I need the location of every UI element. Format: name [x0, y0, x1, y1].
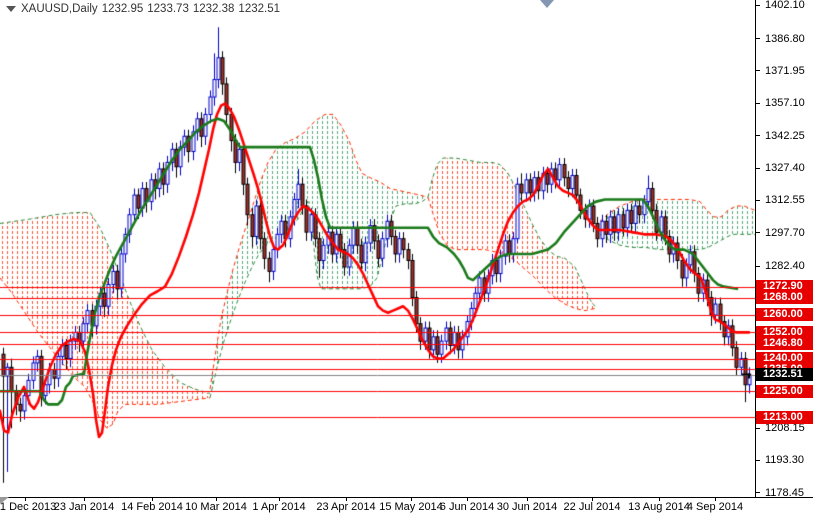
date-tick-mark: [84, 498, 85, 501]
date-tick-mark: [216, 498, 217, 501]
date-tick-mark: [527, 498, 528, 501]
price-tick-label: 1208.15: [765, 422, 805, 434]
price-axis[interactable]: 1402.10 1386.80 1371.95 1357.10 1342.25 1327.…: [755, 0, 813, 499]
price-tick-label: 1282.40: [765, 260, 805, 273]
level-price-badge[interactable]: 1246.80: [756, 337, 813, 351]
price-tick-mark: [756, 135, 760, 137]
level-price-badge[interactable]: 1225.00: [756, 384, 813, 398]
ohlc-low: 1232.38: [192, 3, 235, 15]
price-tick-label: 1371.95: [765, 64, 805, 77]
level-price-badge[interactable]: 1260.00: [756, 308, 813, 322]
price-tick-label: 1386.80: [765, 32, 805, 45]
chart-ohlc-header: XAUUSD,Daily 1232.95 1233.73 1232.38 1232.51: [6, 3, 284, 15]
time-axis[interactable]: 31 Dec 2013 23 Jan 2014 14 Feb 2014 10 Mar …: [0, 497, 813, 516]
date-tick-label: 23 Jan 2014: [53, 501, 115, 513]
date-tick-mark: [279, 498, 280, 501]
date-tick-label: 15 May 2014: [379, 501, 443, 513]
axis-corner-arrow-icon: [0, 497, 9, 504]
price-tick-mark: [756, 265, 760, 267]
ohlc-close: 1232.51: [238, 3, 280, 15]
price-tick-mark: [756, 199, 760, 201]
date-tick-mark: [467, 498, 468, 501]
level-price-badge[interactable]: 1272.90: [756, 280, 813, 294]
date-tick-mark: [659, 498, 660, 501]
date-tick-label: 14 Feb 2014: [121, 501, 183, 513]
chart-shift-marker-icon[interactable]: [540, 0, 554, 8]
price-tick-mark: [756, 167, 760, 169]
date-tick-label: 23 Apr 2014: [316, 501, 376, 513]
price-tick-label: 1178.45: [765, 486, 804, 499]
level-price-badge[interactable]: 1213.00: [756, 410, 813, 424]
date-tick-label: 6 Jun 2014: [439, 501, 495, 513]
symbol-timeframe-label: XAUUSD,Daily: [21, 3, 98, 15]
price-tick-mark: [756, 38, 760, 40]
price-chart-canvas[interactable]: [0, 0, 755, 497]
date-tick-mark: [25, 498, 26, 501]
date-tick-label: 1 Apr 2014: [252, 501, 306, 513]
price-tick-label: 1327.40: [765, 162, 805, 175]
price-tick-mark: [756, 102, 760, 104]
price-tick-label: 1193.30: [765, 454, 804, 467]
price-tick-mark: [756, 232, 760, 234]
date-tick-mark: [346, 498, 347, 501]
date-tick-label: 4 Sep 2014: [686, 501, 744, 513]
date-tick-label: 10 Mar 2014: [185, 501, 247, 513]
price-tick-label: 1342.25: [765, 129, 805, 142]
date-tick-mark: [592, 498, 593, 501]
ohlc-open: 1232.95: [101, 3, 144, 15]
ohlc-high: 1233.73: [147, 3, 189, 15]
price-tick-label: 1312.55: [765, 194, 805, 207]
date-tick-label: 30 Jun 2014: [496, 501, 558, 513]
date-tick-mark: [411, 498, 412, 501]
level-price-badge[interactable]: 1240.00: [756, 352, 813, 366]
price-tick-mark: [756, 459, 760, 461]
price-tick-mark: [756, 427, 760, 429]
date-tick-mark: [715, 498, 716, 501]
symbol-dropdown-icon[interactable]: [6, 5, 16, 12]
date-tick-mark: [152, 498, 153, 501]
price-tick-label: 1297.70: [765, 226, 805, 239]
date-tick-label: 22 Jul 2014: [563, 501, 621, 513]
date-tick-label: 13 Aug 2014: [628, 501, 690, 513]
price-tick-mark: [756, 70, 760, 72]
current-price-badge[interactable]: 1232.51: [756, 368, 813, 382]
date-tick-label: 31 Dec 2013: [0, 501, 57, 513]
price-tick-label: 1357.10: [765, 97, 805, 110]
price-tick-mark: [756, 492, 760, 494]
price-tick-mark: [756, 4, 760, 6]
price-tick-label: 1402.10: [765, 0, 805, 12]
level-price-badge[interactable]: 1268.00: [756, 291, 813, 305]
level-price-badge[interactable]: 1252.00: [756, 325, 813, 339]
